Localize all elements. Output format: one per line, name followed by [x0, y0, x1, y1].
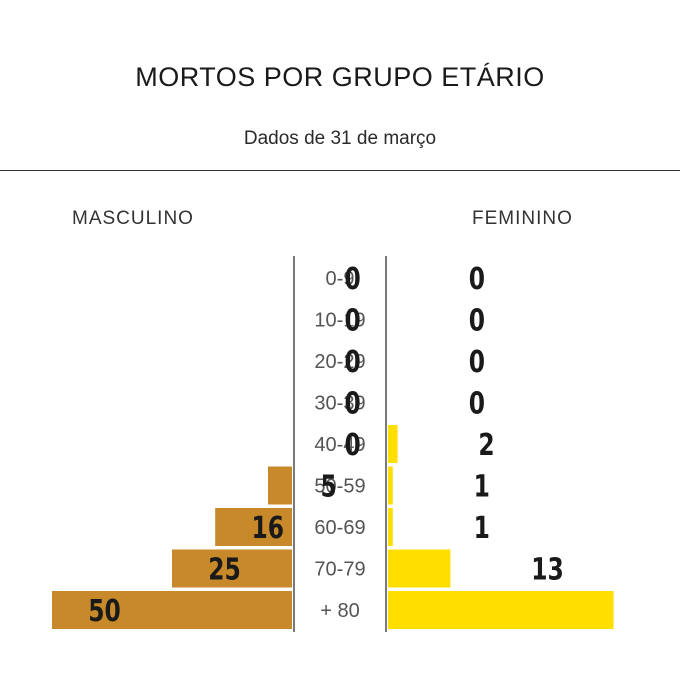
female-value-label: 0 — [469, 345, 485, 380]
female-value-label: 0 — [469, 387, 485, 422]
age-group-label: 40-49 — [314, 434, 365, 456]
male-bar-70-79 — [172, 549, 292, 588]
male-value-label: 25 — [208, 553, 241, 588]
header-divider — [0, 170, 680, 171]
male-bar-50-59 — [268, 466, 292, 505]
chart-title: MORTOS POR GRUPO ETÁRIO — [135, 62, 545, 92]
age-group-label: 30-39 — [314, 393, 365, 415]
female-bar-70-79 — [388, 549, 451, 588]
age-group-label: 50-59 — [314, 476, 365, 498]
age-group-label: + 80 — [320, 600, 359, 622]
male-value-label: 5 — [321, 470, 337, 505]
female-bar-40-49 — [388, 425, 398, 463]
age-group-label: 70-79 — [314, 559, 365, 581]
female-label: FEMININO — [472, 208, 573, 229]
female-bar-50-59 — [388, 466, 393, 505]
age-group-label: 20-29 — [314, 351, 365, 373]
male-value-label: 0 — [345, 428, 361, 463]
female-value-label: 13 — [531, 553, 564, 588]
age-group-label: 60-69 — [314, 517, 365, 539]
male-value-label: 0 — [345, 387, 361, 422]
female-value-label: 0 — [469, 304, 485, 339]
male-value-label: 0 — [345, 304, 361, 339]
male-label: MASCULINO — [72, 208, 194, 229]
female-value-label: 1 — [474, 511, 490, 546]
male-value-label: 0 — [345, 345, 361, 380]
chart-subtitle: Dados de 31 de março — [243, 128, 437, 149]
male-value-label: 0 — [345, 262, 361, 297]
male-value-label: 50 — [88, 594, 121, 629]
female-bar-60-69 — [388, 508, 393, 546]
age-group-label: 0-9 — [326, 268, 355, 290]
male-bar-+ 80 — [52, 591, 292, 629]
female-value-label: 0 — [469, 262, 485, 297]
female-value-label: 2 — [478, 428, 494, 463]
male-value-label: 16 — [251, 511, 284, 546]
age-group-label: 10-19 — [314, 310, 365, 332]
male-bar-60-69 — [215, 508, 292, 546]
female-bar-+ 80 — [388, 591, 614, 629]
female-value-label: 1 — [474, 470, 490, 505]
